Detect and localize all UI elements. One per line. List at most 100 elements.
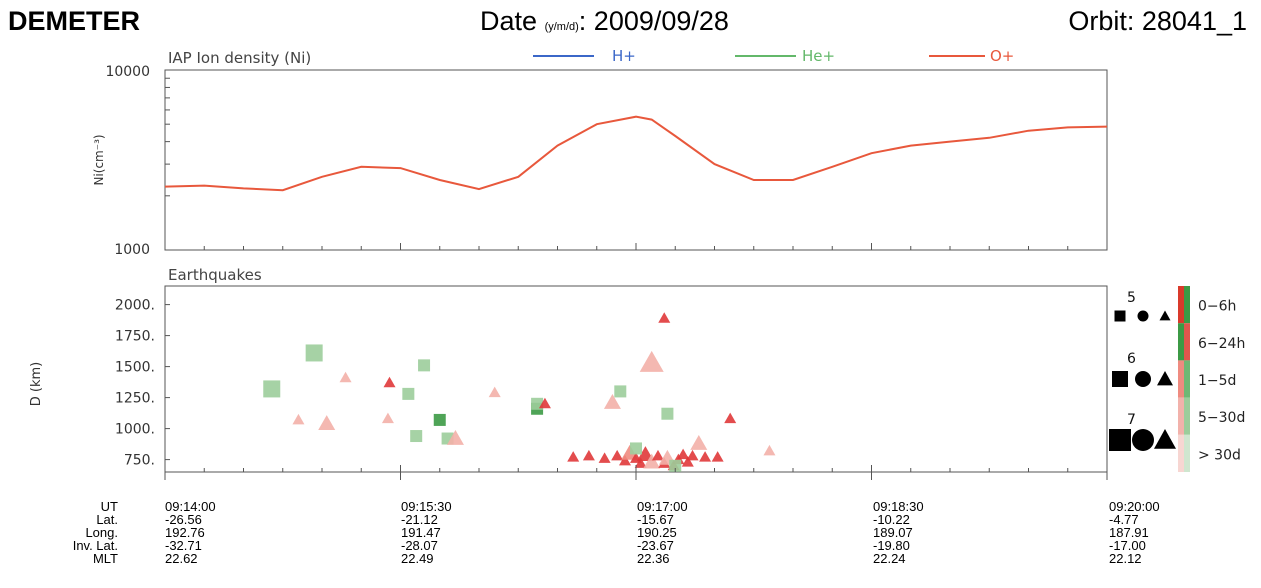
table-cell: 09:15:30 (401, 499, 452, 514)
age-legend-label: 5−30d (1198, 410, 1245, 426)
table-cell: -32.71 (165, 538, 202, 553)
earthquake-point-triangle (381, 412, 394, 424)
table-cell: -15.67 (637, 512, 674, 527)
earthquake-point-square (263, 380, 281, 398)
table-cell: 190.25 (637, 525, 677, 540)
age-legend-bar-right (1184, 323, 1190, 361)
earthquake-ytick-label: 1000. (115, 422, 155, 438)
table-cell: 22.49 (401, 551, 434, 566)
earthquake-point-triangle (658, 312, 671, 323)
table-cell: 09:18:30 (873, 499, 924, 514)
age-legend-bar-right (1184, 434, 1190, 472)
table-cell: -10.22 (873, 512, 910, 527)
row-label-long: Long. (85, 525, 118, 540)
age-legend-bar-left (1178, 397, 1184, 435)
legend-o-plus-label: O+ (990, 47, 1014, 65)
table-cell: 22.36 (637, 551, 670, 566)
o-plus-series-line (164, 115, 1108, 192)
row-label-inv-lat: Inv. Lat. (72, 538, 118, 553)
date-value: : 2009/09/28 (578, 6, 729, 36)
earthquake-point-triangle (763, 444, 776, 456)
earthquake-point-square (402, 387, 415, 400)
earthquake-point-triangle (686, 449, 699, 461)
magnitude-legend-square (1114, 310, 1126, 322)
magnitude-legend-circle (1137, 310, 1149, 322)
age-legend-label: 6−24h (1198, 336, 1245, 352)
earthquake-point-triangle (598, 452, 611, 463)
ion-density-panel: IAP Ion density (Ni) Ni(cm⁻³) 10000 1000… (92, 47, 1108, 258)
earthquake-title: Earthquakes (168, 266, 262, 284)
table-cell: 192.76 (165, 525, 205, 540)
ion-ytick-top: 10000 (105, 64, 150, 80)
earthquake-point-triangle (681, 456, 694, 467)
table-cell: -17.00 (1109, 538, 1146, 553)
earthquake-panel: Earthquakes D (km) 2000. 1750. 1500. 1250. 1… (29, 266, 1245, 473)
earthquake-point-square (410, 430, 423, 443)
earthquake-point-square (661, 407, 674, 420)
magnitude-legend-triangle (1154, 429, 1176, 449)
earthquake-ytick-label: 1250. (115, 391, 155, 407)
magnitude-legend-triangle (1157, 371, 1173, 386)
table-cell: -23.67 (637, 538, 674, 553)
earthquake-point-square (614, 385, 627, 398)
table-cell: 22.12 (1109, 551, 1142, 566)
table-cell: 09:20:00 (1109, 499, 1160, 514)
age-legend: 0−6h 6−24h 1−5d 5−30d > 30d (1178, 286, 1245, 472)
earthquake-point-square (630, 442, 642, 455)
age-legend-bar-left (1178, 360, 1184, 398)
legend-he-plus-label: He+ (802, 47, 835, 65)
age-legend-label: > 30d (1198, 447, 1241, 463)
age-legend-bar-left (1178, 286, 1184, 324)
ion-density-plot-area (164, 69, 1108, 251)
earthquake-point-square (669, 459, 682, 472)
earthquake-point-triangle (651, 449, 664, 461)
earthquake-ytick-label: 750. (124, 453, 155, 469)
earthquake-point-triangle (634, 457, 647, 468)
age-legend-label: 0−6h (1198, 299, 1236, 315)
table-cell: -19.80 (873, 538, 910, 553)
ion-ytick-bottom: 1000 (114, 242, 150, 258)
earthquake-yticks: 2000. 1750. 1500. 1250. 1000. 750. (115, 298, 170, 469)
earthquake-point-square (433, 413, 446, 426)
earthquake-point-triangle (318, 415, 336, 431)
ion-density-ylabel: Ni(cm⁻³) (92, 134, 106, 185)
table-cell: -26.56 (165, 512, 202, 527)
earthquake-point-triangle (724, 412, 737, 424)
earthquake-point-triangle (383, 376, 396, 388)
earthquake-point-triangle (639, 350, 664, 372)
magnitude-legend: 5 6 7 (1109, 290, 1176, 451)
earthquake-ytick-label: 1750. (115, 329, 155, 345)
date-display: Date (y/m/d): 2009/09/28 (480, 6, 729, 37)
earthquake-point-triangle (292, 413, 305, 425)
earthquake-point-triangle (711, 451, 724, 462)
earthquake-point-triangle (538, 397, 551, 409)
orbit-parameter-table: UT Lat. Long. Inv. Lat. MLT 09:14:00 -26.… (0, 500, 1261, 588)
table-cell: -4.77 (1109, 512, 1139, 527)
age-legend-label: 1−5d (1198, 373, 1236, 389)
earthquake-point-triangle (619, 454, 632, 466)
magnitude-legend-label: 6 (1127, 351, 1136, 367)
earthquake-point-triangle (603, 394, 621, 409)
earthquake-point-triangle (643, 453, 661, 469)
magnitude-legend-square (1112, 371, 1128, 387)
orbit-label: Orbit: 28041_1 (1068, 6, 1247, 36)
earthquake-point-triangle (488, 386, 501, 398)
magnitude-legend-label: 5 (1127, 290, 1136, 306)
earthquake-point-triangle (611, 449, 624, 461)
table-cell: 09:17:00 (637, 499, 688, 514)
table-cell: -28.07 (401, 538, 438, 553)
table-cell: 22.62 (165, 551, 198, 566)
age-legend-bar-left (1178, 323, 1184, 361)
age-legend-bar-right (1184, 286, 1190, 324)
x-axis-ticks (164, 243, 1108, 480)
chart-canvas: IAP Ion density (Ni) Ni(cm⁻³) 10000 1000… (29, 47, 1245, 480)
ion-density-title: IAP Ion density (Ni) (168, 49, 311, 67)
earthquake-point-triangle (582, 449, 595, 461)
earthquake-ytick-label: 1500. (115, 360, 155, 376)
row-label-ut: UT (100, 499, 118, 514)
table-cell: 189.07 (873, 525, 913, 540)
table-cell: -21.12 (401, 512, 438, 527)
age-legend-bar-left (1178, 434, 1184, 472)
ion-minor-ticks (165, 77, 170, 197)
magnitude-legend-triangle (1159, 310, 1171, 321)
